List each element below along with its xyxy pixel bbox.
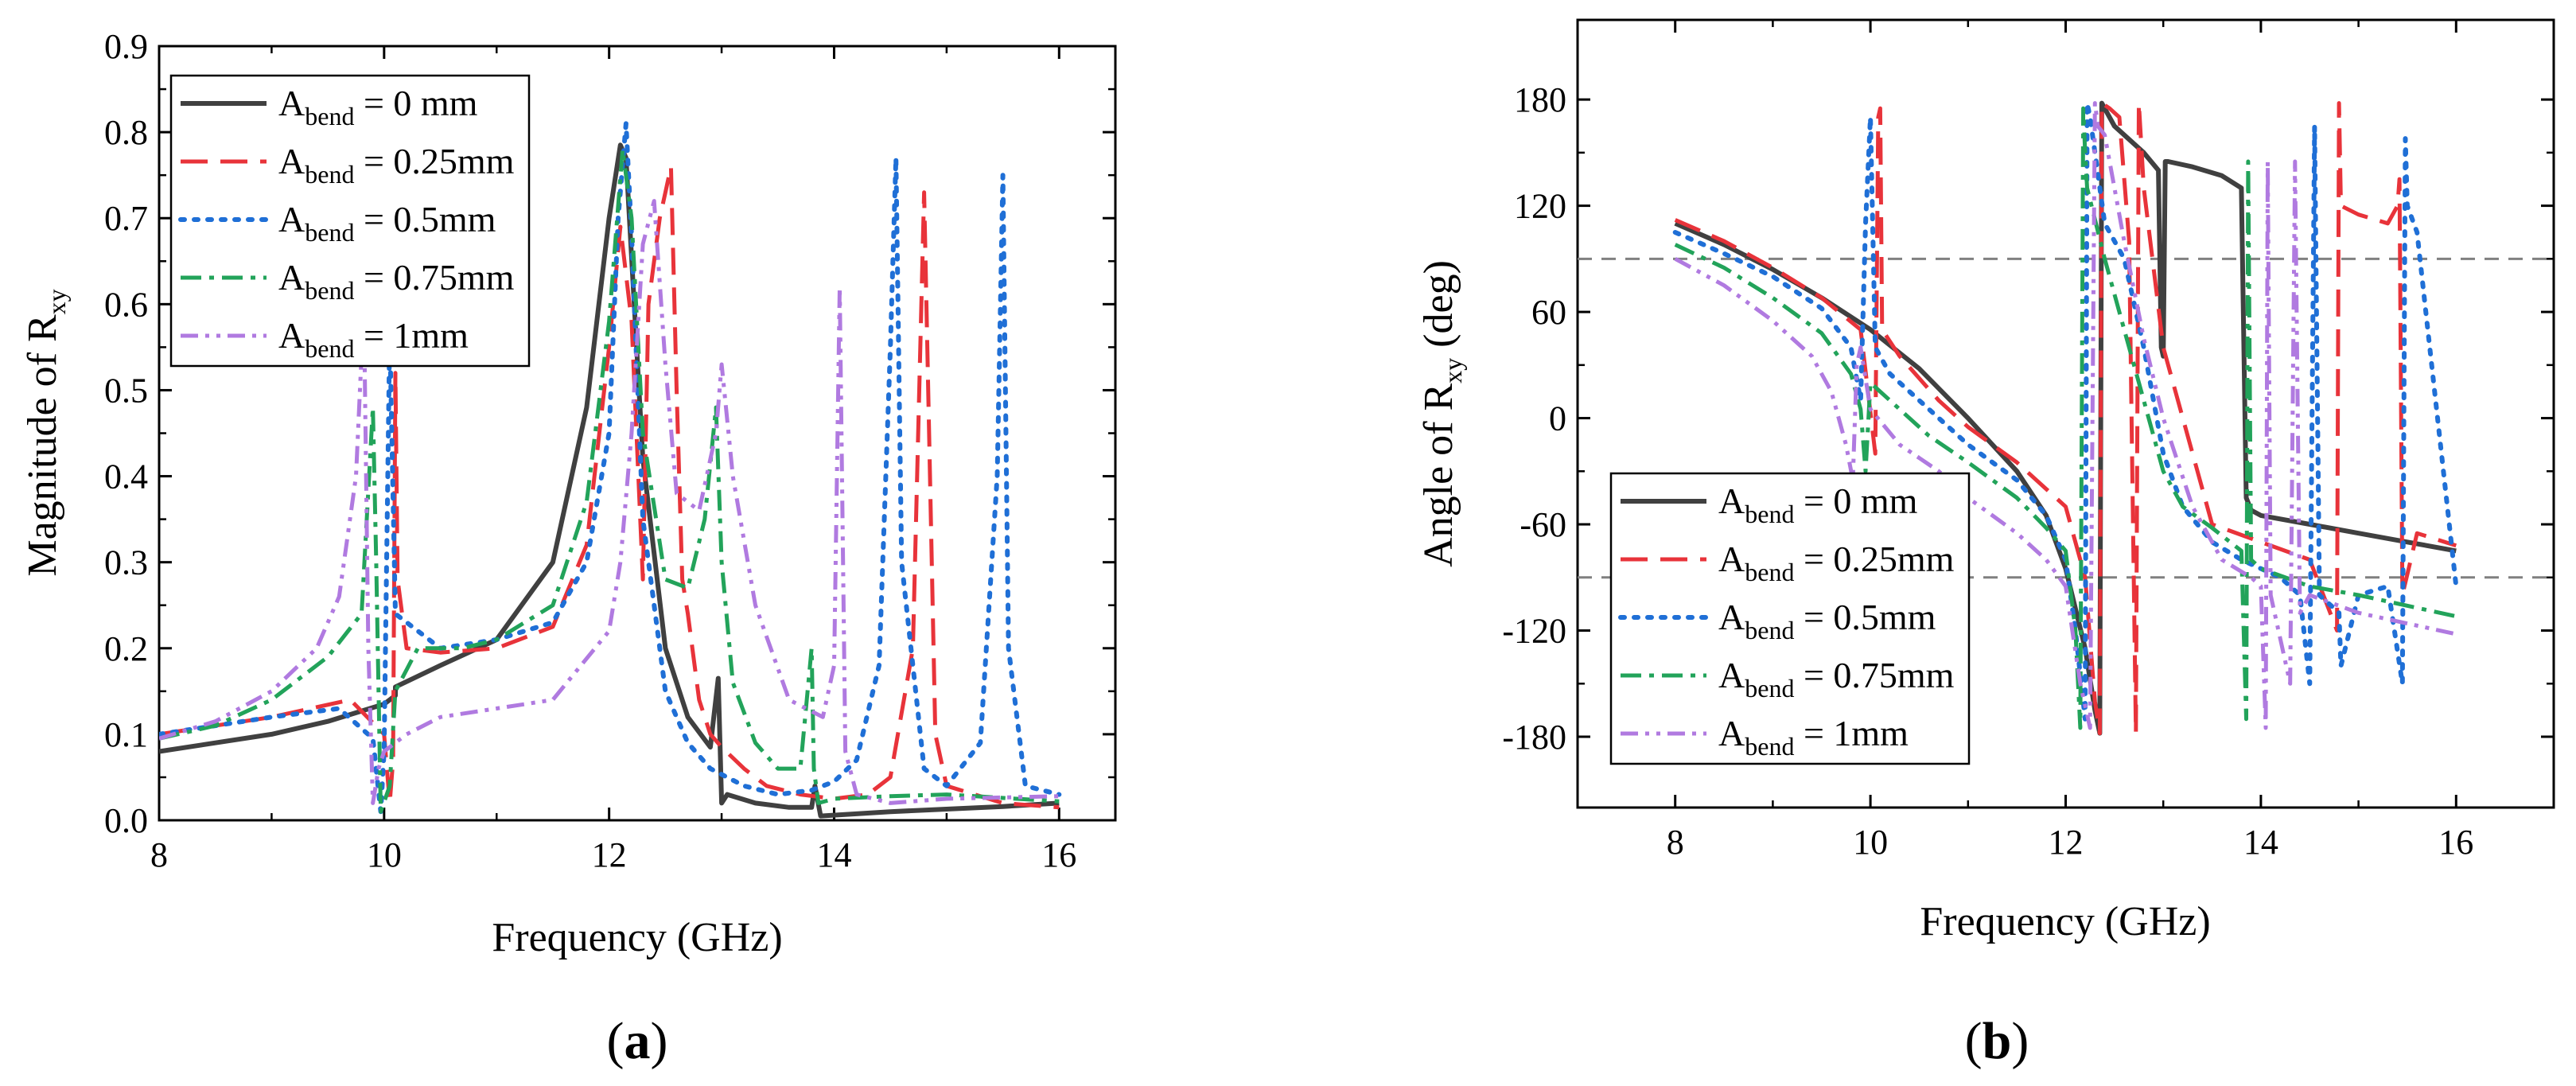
panel-a-x-tick-labels: 8 10 12 14 16 [150,835,1076,874]
y-tick-label: 0.5 [104,371,148,410]
panel-b-angle-chart: 8 10 12 14 16 180 120 60 0 -60 -120 -180 Frequency… [1416,18,2555,1070]
panel-b-ticks [1576,20,2555,808]
legend-label-abend-075: Abend = 0.75mm [278,257,515,305]
y-tick-label: 0.3 [104,543,148,582]
series-line-abend-025 [1674,101,2457,736]
legend-label-abend-025: Abend = 0.25mm [1718,539,1955,586]
x-tick-label: 16 [1041,835,1076,874]
y-tick-label: 0.9 [104,27,148,66]
y-tick-label: 120 [1514,187,1566,226]
y-tick-label: 180 [1514,80,1566,119]
y-tick-label: -180 [1502,718,1566,757]
series-line-abend-1 [1674,101,2457,730]
y-tick-label: -120 [1502,612,1566,651]
series-line-abend-075 [1674,106,2457,730]
legend-label-abend-05: Abend = 0.5mm [278,199,496,247]
panel-b-legend-box [1609,472,1971,765]
panel-b-series-group [1672,100,2459,736]
y-tick-label: 0 [1549,399,1566,438]
x-tick-label: 8 [1667,823,1684,862]
y-tick-label: 0.2 [104,629,148,668]
panel-b-label: (b) [1965,1012,2029,1070]
y-tick-label: 60 [1531,293,1566,332]
legend-label-abend-1: Abend = 1mm [278,315,469,363]
panel-b-legend: Abend = 0 mm Abend = 0.25mm Abend = 0.5mm A… [1609,472,1971,765]
panel-a-magnitude-chart: 8 10 12 14 16 0.0 0.1 0.2 0.3 0.4 0.5 0.6 0.7 0.8 0.9… [20,27,1117,1070]
legend-label-abend-025: Abend = 0.25mm [278,141,515,189]
legend-label-abend-075: Abend = 0.75mm [1718,655,1955,703]
x-tick-label: 10 [1853,823,1888,862]
legend-label-abend-0: Abend = 0 mm [278,83,478,130]
y-tick-label: 0.7 [104,199,148,238]
panel-a-label: (a) [607,1012,668,1070]
legend-label-abend-0: Abend = 0 mm [1718,481,1918,528]
y-tick-label: 0.1 [104,715,148,754]
x-tick-label: 12 [2049,823,2084,862]
x-tick-label: 16 [2438,823,2473,862]
panel-b-x-tick-labels: 8 10 12 14 16 [1667,823,2474,862]
panel-a-y-axis-title: Magnitude of Rxy [20,289,71,576]
panel-b-y-axis-title: Angle of Rxy (deg) [1416,260,1467,567]
legend-label-abend-05: Abend = 0.5mm [1718,597,1936,644]
series-line-abend-05 [1672,100,2459,722]
panel-a-legend: Abend = 0 mm Abend = 0.25mm Abend = 0.5mm A… [169,74,531,368]
x-tick-label: 8 [150,835,168,874]
y-tick-label: 0.0 [104,801,148,840]
series-line-abend-075 [159,147,1060,814]
x-tick-label: 14 [816,835,851,874]
panel-b-x-axis-title: Frequency (GHz) [1920,899,2210,944]
y-tick-label: 0.8 [104,113,148,152]
panel-b-y-tick-labels: 180 120 60 0 -60 -120 -180 [1502,80,1566,757]
panel-a-y-tick-labels: 0.0 0.1 0.2 0.3 0.4 0.5 0.6 0.7 0.8 0.9 [104,27,148,840]
x-tick-label: 10 [367,835,402,874]
legend-label-abend-1: Abend = 1mm [1718,713,1909,761]
panel-a-x-axis-title: Frequency (GHz) [492,915,782,960]
x-tick-label: 14 [2243,823,2278,862]
y-tick-label: 0.6 [104,285,148,324]
y-tick-label: -60 [1520,505,1566,544]
series-line-abend-025 [159,164,1060,810]
x-tick-label: 12 [592,835,627,874]
panel-a-legend-box [169,74,531,368]
y-tick-label: 0.4 [104,457,148,496]
